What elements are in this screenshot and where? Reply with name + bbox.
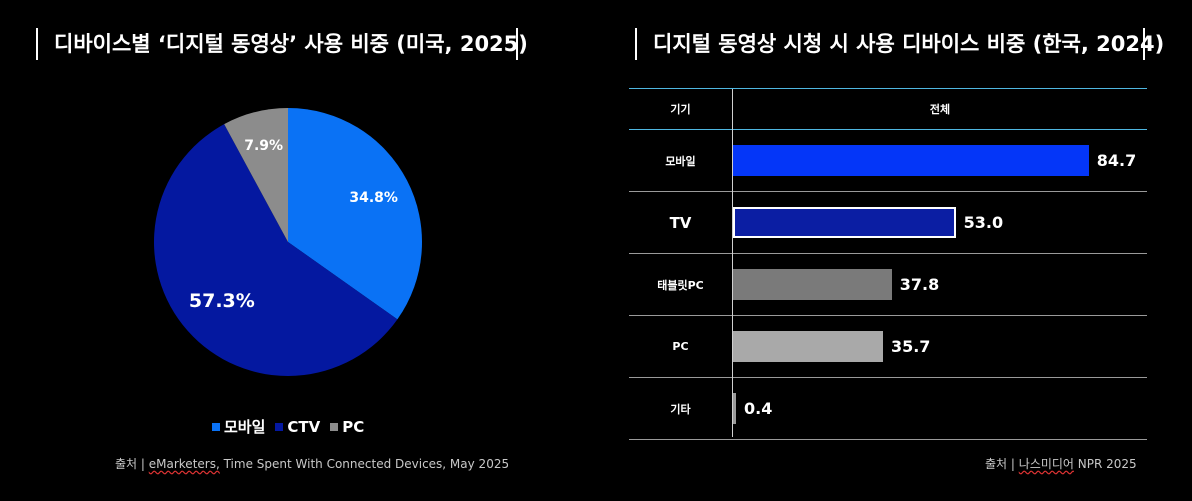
row-label-mobile: 모바일: [665, 154, 696, 168]
bar-value-other: 0.4: [744, 399, 773, 418]
device-share-table: 기기 전체 모바일 84.7 TV 53.0 태블릿PC 37.8 PC 35.7 기타 0.4: [629, 88, 1147, 440]
bar-value-tv: 53.0: [963, 213, 1004, 232]
pie-chart: [154, 108, 422, 376]
pie-slice-mobile: [288, 108, 422, 320]
right-source-link: 나스미디어: [1018, 457, 1074, 471]
legend-label-ctv: CTV: [287, 417, 321, 436]
right-source: 출처 | 나스미디어 NPR 2025: [985, 455, 1137, 472]
legend-label-mobile: 모바일: [224, 418, 266, 436]
left-source-rest: Time Spent With Connected Devices, May 2…: [219, 457, 510, 471]
bar-value-mobile: 84.7: [1096, 151, 1137, 170]
legend-item-ctv: CTV: [275, 418, 320, 436]
bar-value-pc: 35.7: [890, 337, 931, 356]
left-source-link: eMarketers,: [148, 457, 220, 471]
bar-other: [733, 393, 736, 424]
row-label-tv: TV: [669, 213, 692, 232]
row-label-pc: PC: [672, 340, 689, 353]
legend-swatch-pc: [330, 422, 339, 431]
bar-mobile: [733, 145, 1089, 176]
pie-slice-pc: [224, 108, 288, 242]
row-label-other: 기타: [670, 402, 691, 416]
legend-label-pc: PC: [342, 417, 365, 436]
pie-label-mobile: 34.8%: [349, 189, 398, 206]
row-label-tablet-pc: 태블릿PC: [657, 278, 704, 292]
table-row-tablet-pc: 태블릿PC 37.8: [629, 254, 1147, 316]
table-row-mobile: 모바일 84.7: [629, 130, 1147, 192]
table-header-total: 전체: [929, 103, 951, 116]
left-source-prefix: 출처 |: [115, 457, 149, 471]
left-source: 출처 | eMarketers, Time Spent With Connect…: [115, 455, 509, 472]
bar-pc: [733, 331, 883, 362]
legend-item-pc: PC: [330, 418, 364, 436]
pie-label-ctv: 57.3%: [188, 289, 255, 312]
left-chart-title: 디바이스별 ‘디지털 동영상’ 사용 비중 (미국, 2025): [36, 28, 528, 60]
table-row-other: 기타 0.4: [629, 378, 1147, 440]
legend-swatch-mobile: [212, 422, 220, 431]
bar-value-tablet-pc: 37.8: [899, 275, 940, 294]
right-source-rest: NPR 2025: [1073, 457, 1137, 471]
right-source-prefix: 출처 |: [985, 457, 1019, 471]
pie-label-pc: 7.9%: [244, 137, 284, 154]
table-row-pc: PC 35.7: [629, 316, 1147, 378]
table-header-device: 기기: [670, 103, 691, 116]
legend-swatch-ctv: [275, 422, 284, 431]
legend-item-mobile: 모바일: [212, 416, 265, 437]
bar-tv: [733, 207, 956, 238]
table-row-tv: TV 53.0: [629, 192, 1147, 254]
pie-legend: 모바일 CTV PC: [212, 416, 364, 437]
pie-slice-ctv: [154, 124, 398, 376]
right-chart-title: 디지털 동영상 시청 시 사용 디바이스 비중 (한국, 2024): [635, 28, 1164, 60]
table-header-row: 기기 전체: [629, 88, 1147, 130]
bar-tablet-pc: [733, 269, 892, 300]
table-divider: [732, 89, 733, 437]
